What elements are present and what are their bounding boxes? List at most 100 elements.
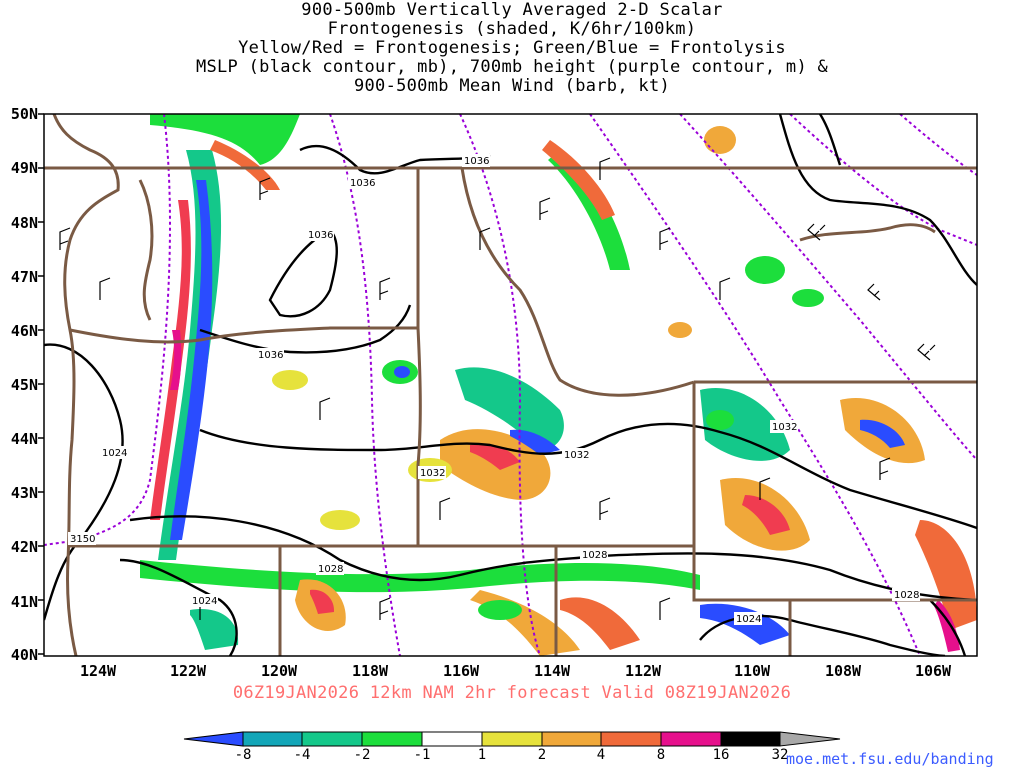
frontogenesis-utah-core [560, 597, 640, 650]
frontolysis-oregon-4 [478, 600, 522, 620]
frontolysis-nevada [190, 609, 239, 650]
wind-barb [807, 223, 826, 241]
mslp-contours [44, 114, 977, 656]
lat-label-42n: 42N [10, 538, 38, 556]
credit-link[interactable]: moe.met.fsu.edu/banding [786, 750, 994, 768]
political-borders [44, 114, 977, 656]
wind-barb [599, 497, 611, 520]
colorbar [183, 731, 841, 747]
lat-label-47n: 47N [10, 268, 38, 286]
frontogenesis-north-band [210, 140, 280, 190]
frontolysis-north-band [150, 114, 300, 165]
frontogenesis-washington [542, 140, 615, 220]
mslp-contour-1024-south [119, 558, 238, 656]
colorbar-cell [361, 731, 423, 747]
mslp-label: 1032 [420, 468, 445, 479]
wind-barb [379, 277, 391, 300]
mslp-contour-1024-west [44, 343, 124, 621]
border-wy-box [692, 380, 977, 602]
height-contour-7 [899, 114, 977, 176]
frontogenesis-oregon-1 [272, 370, 308, 390]
lat-label-46n: 46N [10, 322, 38, 340]
colorbar-cell [660, 731, 722, 747]
lat-label-49n: 49N [10, 159, 38, 177]
map-frame [43, 113, 978, 657]
colorbar-cell [779, 731, 841, 747]
wind-barb [917, 343, 936, 361]
frontogenesis-montana-2 [668, 322, 692, 338]
frontolysis-idaho-core [510, 429, 560, 455]
frontogenesis-snake-river-core [470, 443, 520, 470]
wind-barb [879, 457, 891, 480]
lat-label-41n: 41N [10, 593, 38, 611]
lat-label-48n: 48N [10, 214, 38, 232]
colorbar-label: -4 [293, 747, 311, 763]
frontolysis-east [860, 419, 905, 448]
frontogenesis-wyoming-core [742, 495, 790, 535]
wind-barb [439, 497, 451, 520]
wind-barb [99, 277, 111, 300]
frontolysis-wyoming [700, 388, 790, 461]
mslp-contour-montana-2 [818, 114, 842, 166]
frontolysis-washington [548, 150, 630, 270]
wind-barb [259, 177, 271, 200]
height-contour-2 [329, 114, 401, 656]
frontolysis-idaho [455, 367, 564, 450]
lon-label-110w: 110W [733, 662, 771, 680]
lat-label-40n: 40N [10, 646, 38, 664]
frontogenesis-band-cascades [150, 200, 191, 520]
colorbar-label: 2 [537, 747, 547, 763]
frontolysis-montana [745, 256, 785, 284]
wind-barb [59, 227, 71, 250]
wind-barb [599, 157, 611, 180]
axis-ticks [38, 113, 44, 655]
colorbar-label: -8 [234, 747, 252, 763]
lon-label-114w: 114W [533, 662, 571, 680]
colorbar-label: 16 [712, 747, 730, 763]
frontolysis-montana-2 [792, 289, 824, 307]
mslp-label: 1036 [350, 178, 375, 189]
mslp-contour-low-east [929, 599, 967, 656]
frontogenesis-southeast [915, 520, 977, 630]
wind-barb [379, 597, 391, 620]
forecast-caption: 06Z19JAN2026 12km NAM 2hr forecast Valid… [232, 683, 792, 703]
colorbar-label: -2 [353, 747, 371, 763]
frontogenesis-core-cascades [170, 330, 182, 390]
border-or-id [416, 327, 422, 545]
mslp-label: 1036 [464, 156, 489, 167]
lake-region [799, 223, 936, 242]
wind-barb [759, 477, 771, 500]
mslp-contour-montana [778, 114, 977, 286]
coastline [52, 114, 120, 656]
frontogenesis-montana [704, 126, 736, 154]
wind-barb [719, 277, 731, 300]
colorbar-label: 8 [656, 747, 666, 763]
puget-sound [138, 179, 154, 321]
lon-label-118w: 118W [351, 662, 389, 680]
mslp-label: 1024 [736, 614, 761, 625]
mslp-label: 1032 [772, 422, 797, 433]
map-title-line-3: Yellow/Red = Frontogenesis; Green/Blue =… [238, 38, 786, 58]
mslp-label: 1036 [308, 230, 333, 241]
height-contour-3 [459, 114, 541, 656]
lon-label-122w: 122W [169, 662, 207, 680]
border-id-mt [460, 167, 695, 397]
wind-barb [539, 197, 551, 220]
lon-label-108w: 108W [824, 662, 862, 680]
height-contour-4 [589, 114, 921, 656]
lon-label-106w: 106W [914, 662, 952, 680]
height-contour-1 [44, 114, 171, 546]
mslp-label: 1028 [894, 590, 919, 601]
mslp-contour-1036-inner [268, 228, 338, 318]
frontolysis-core-idaho [394, 366, 410, 378]
frontolysis-southern-band [140, 560, 700, 593]
frontolysis-core-cascades [170, 180, 213, 540]
lat-label-43n: 43N [10, 484, 38, 502]
colorbar-label: 4 [596, 747, 606, 763]
mslp-contour-1032 [199, 422, 977, 530]
colorbar-cell [720, 731, 781, 747]
mslp-label: 1036 [258, 350, 283, 361]
mslp-contour-1036-north [299, 144, 491, 175]
wind-barb [479, 227, 491, 250]
